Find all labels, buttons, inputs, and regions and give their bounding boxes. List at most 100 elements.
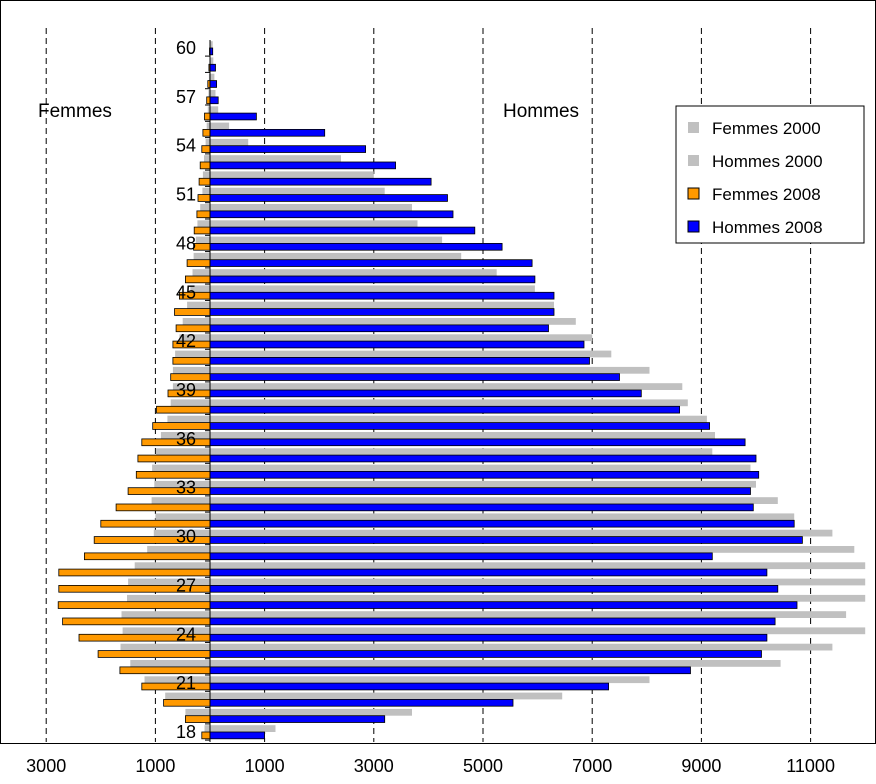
bar-hommes-2008-age-24	[209, 633, 768, 642]
bar-femmes-2000-age-54	[205, 138, 210, 146]
age-tick-labels: 18 21 24 27 30 33 36 39 42 45 48 51 54 57 60	[176, 38, 196, 742]
age-tick-label-30: 30	[176, 527, 196, 547]
bar-hommes-2008-age-55	[209, 128, 326, 137]
bar-femmes-2000-age-19	[185, 708, 210, 716]
bar-hommes-2000-age-57	[210, 90, 216, 97]
age-tick-label-36: 36	[176, 429, 196, 449]
bar-hommes-2008-age-26	[209, 601, 798, 609]
bar-femmes-2008-age-56	[204, 112, 211, 121]
bar-hommes-2000-age-47	[210, 252, 462, 260]
bar-femmes-2000-age-53	[204, 155, 210, 162]
bar-femmes-2008-age-50	[196, 210, 211, 219]
bar-hommes-2000-age-18	[210, 725, 276, 732]
x-tick-label-3: 3000	[354, 756, 394, 776]
bar-femmes-2000-age-28	[134, 562, 210, 570]
bar-femmes-2000-age-29	[147, 546, 210, 553]
bar-hommes-2008-age-41	[209, 356, 590, 365]
bar-hommes-2000-age-56	[210, 106, 219, 114]
bar-hommes-2000-age-50	[210, 204, 412, 211]
bar-hommes-2008-age-49	[209, 226, 476, 235]
x-tick-label-5: 7000	[572, 756, 612, 776]
bar-hommes-2000-age-53	[210, 155, 341, 162]
bar-femmes-2000-age-50	[200, 204, 210, 211]
bar-hommes-2008-age-58	[209, 80, 217, 88]
bar-hommes-2008-age-20	[209, 699, 514, 707]
bar-hommes-2008-age-59	[209, 63, 216, 72]
bar-hommes-2000-age-22	[210, 660, 781, 667]
bar-femmes-2008-age-29	[84, 552, 211, 561]
bar-hommes-2008-age-37	[209, 422, 711, 430]
age-tick-label-21: 21	[176, 673, 196, 693]
bar-hommes-2000-age-21	[210, 676, 650, 684]
x-tick-label-0: 3000	[26, 756, 66, 776]
right-side-label: Hommes	[503, 101, 579, 122]
legend-label-hommes-2008: Hommes 2008	[712, 218, 823, 237]
bar-femmes-2000-age-38	[170, 399, 210, 407]
legend-swatch-hommes-2000	[688, 155, 699, 166]
bar-femmes-2008-age-33	[127, 487, 211, 495]
bar-hommes-2008-age-44	[209, 308, 555, 316]
bar-hommes-2000-age-43	[210, 318, 576, 325]
bar-hommes-2000-age-44	[210, 301, 554, 309]
bar-hommes-2008-age-34	[209, 470, 760, 479]
bar-femmes-2008-age-53	[199, 161, 211, 170]
bar-hommes-2000-age-51	[210, 187, 385, 195]
age-tick-label-60: 60	[176, 38, 196, 58]
bar-hommes-2000-age-49	[210, 220, 418, 228]
bar-femmes-2000-age-56	[207, 106, 210, 114]
bar-femmes-2008-age-35	[137, 454, 211, 463]
bar-femmes-2008-age-51	[197, 194, 211, 202]
x-tick-label-2: 1000	[245, 756, 285, 776]
bar-hommes-2008-age-56	[209, 112, 257, 121]
bar-femmes-2008-age-38	[156, 405, 211, 414]
bar-femmes-2008-age-41	[172, 356, 211, 365]
bar-hommes-2000-age-20	[210, 692, 563, 700]
bar-hommes-2000-age-55	[210, 122, 230, 130]
bar-femmes-2008-age-26	[57, 601, 211, 609]
legend-swatch-hommes-2008	[687, 220, 700, 233]
bar-hommes-2008-age-51	[209, 194, 448, 202]
bar-femmes-2000-age-37	[167, 415, 210, 423]
bar-hommes-2000-age-39	[210, 383, 683, 390]
legend-swatch-femmes-2000	[688, 122, 699, 133]
bar-hommes-2000-age-31	[210, 513, 795, 521]
age-tick-label-33: 33	[176, 478, 196, 498]
bar-hommes-2000-age-38	[210, 399, 688, 407]
age-tick-label-54: 54	[176, 136, 196, 156]
legend-box	[675, 105, 865, 244]
bar-hommes-2000-age-45	[210, 285, 535, 293]
bar-hommes-2000-age-23	[210, 643, 833, 651]
bar-hommes-2008-age-18	[209, 731, 265, 740]
bar-femmes-2008-age-52	[198, 177, 211, 186]
bar-femmes-2000-age-33	[154, 480, 210, 488]
bar-hommes-2008-age-52	[209, 177, 432, 186]
bar-femmes-2000-age-26	[127, 594, 210, 602]
bar-hommes-2008-age-27	[209, 585, 779, 593]
bar-hommes-2000-age-32	[210, 497, 778, 504]
bar-femmes-2000-age-23	[120, 643, 210, 651]
bar-femmes-2000-age-40	[172, 366, 210, 374]
bar-hommes-2000-age-48	[210, 236, 443, 244]
bar-femmes-2000-age-30	[153, 529, 210, 537]
bar-femmes-2000-age-39	[172, 383, 210, 390]
age-tick-label-51: 51	[176, 185, 196, 205]
bar-hommes-2000-age-30	[210, 529, 833, 537]
bar-hommes-2000-age-29	[210, 546, 855, 553]
bar-femmes-2000-age-20	[165, 692, 210, 700]
bar-hommes-2000-age-35	[210, 448, 713, 456]
bar-femmes-2000-age-24	[122, 627, 210, 635]
bar-hommes-2000-age-58	[210, 73, 215, 81]
bar-femmes-2000-age-18	[204, 725, 210, 732]
bar-femmes-2000-age-47	[193, 252, 210, 260]
bar-femmes-2008-age-18	[201, 731, 211, 740]
bar-hommes-2008-age-31	[209, 519, 795, 528]
bar-femmes-2008-age-49	[193, 226, 211, 235]
bar-femmes-2000-age-42	[179, 334, 210, 342]
x-tick-label-7: 11000	[786, 756, 835, 776]
bar-hommes-2008-age-33	[209, 487, 751, 495]
bar-hommes-2000-age-37	[210, 415, 707, 423]
bar-hommes-2008-age-30	[209, 536, 803, 544]
bar-femmes-2000-age-36	[160, 432, 210, 439]
bar-hommes-2008-age-50	[209, 210, 454, 219]
